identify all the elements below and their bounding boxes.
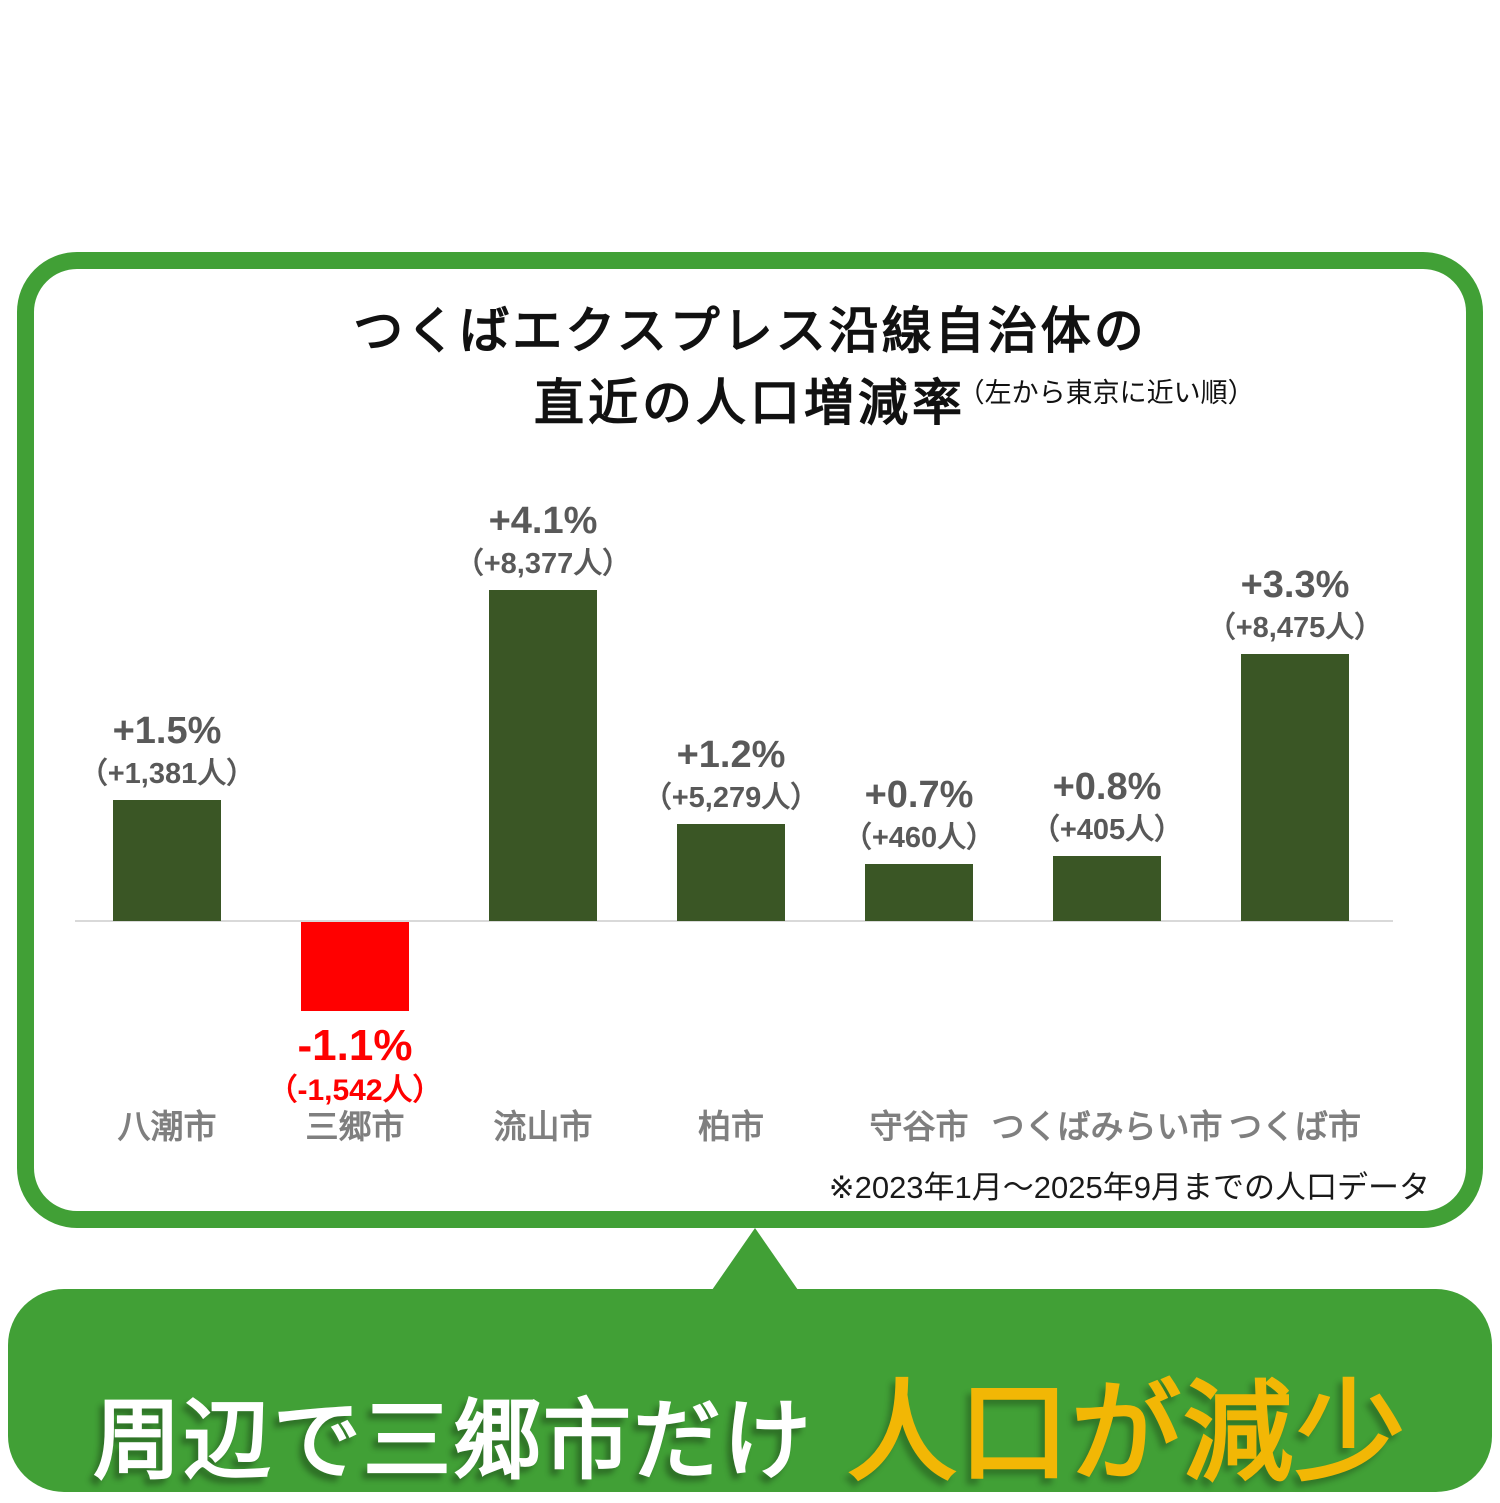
chart-title-line2-text: 直近の人口増減率 <box>534 375 966 431</box>
chart-title-block: つくばエクスプレス沿線自治体の 直近の人口増減率 （左から東京に近い順） <box>34 269 1466 439</box>
speech-bubble-pointer-icon <box>712 1228 798 1290</box>
data-period-footnote: ※2023年1月～2025年9月までの人口データ <box>828 1170 1430 1205</box>
chart-card: つくばエクスプレス沿線自治体の 直近の人口増減率 （左から東京に近い順） <box>17 252 1483 1228</box>
chart-title-line2: 直近の人口増減率 （左から東京に近い順） <box>34 367 1466 439</box>
headline-text-white: 周辺で三郷市だけ <box>92 1391 813 1490</box>
headline-text-yellow: 人口が減少 <box>847 1372 1407 1495</box>
bottom-headline-banner: 周辺で三郷市だけ 人口が減少 <box>8 1289 1492 1495</box>
chart-title-line1: つくばエクスプレス沿線自治体の <box>353 303 1147 359</box>
chart-title-note: （左から東京に近い順） <box>957 378 1255 408</box>
